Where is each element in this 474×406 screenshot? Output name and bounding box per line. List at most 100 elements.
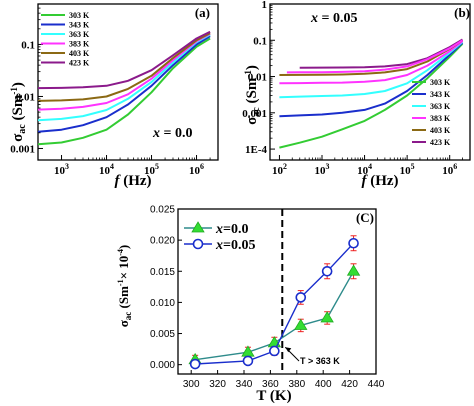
x-tick-label-exp: 3 [65, 162, 69, 171]
y-tick-label: 0.001 [10, 143, 35, 155]
legend-label: 303 K [430, 78, 451, 87]
series-line [299, 38, 464, 69]
x-tick-label-exp: 2 [283, 162, 287, 171]
x-tick-label: 102 [272, 162, 287, 177]
x-tick-label: 400 [315, 379, 332, 390]
x-tick-label: 320 [209, 379, 226, 390]
series-line [195, 242, 355, 365]
panel-c: σac (Sm-1× 10-4) 300 320 340 360 380 400 420 44… [116, 205, 385, 405]
legend-label: 383 K [69, 40, 90, 49]
x-tick-label: 105 [400, 162, 415, 177]
panel-a-label: (a) [195, 5, 210, 20]
legend-label: 303 K [69, 11, 90, 20]
legend-label: x=0.0 [215, 222, 248, 237]
legend-label-val: =0.05 [223, 238, 255, 253]
series-line [195, 270, 355, 361]
x-tick-label-exp: 4 [110, 162, 114, 171]
x-tick-label: 104 [357, 162, 372, 177]
y-tick-label: 0.1 [21, 39, 35, 51]
series-line [286, 39, 464, 74]
x-tick-label-base: 10 [189, 165, 201, 177]
series-line [37, 32, 211, 111]
series-line [37, 32, 211, 102]
series-line [279, 39, 464, 76]
series-line [37, 33, 211, 122]
y-tick-label: 1E-4 [245, 144, 268, 156]
legend-label: 363 K [430, 102, 451, 111]
x-tick-label: 105 [144, 162, 159, 177]
x-tick-label: 440 [368, 379, 385, 390]
marker-circle [348, 237, 359, 249]
panel-c-label: (C) [356, 210, 374, 225]
x-tick-label: 360 [262, 379, 279, 390]
legend-label-var: x [215, 238, 223, 253]
marker-circle [269, 345, 280, 357]
legend-label: 343 K [69, 21, 90, 30]
x-tick-label-exp: 5 [411, 162, 415, 171]
legend-label: 403 K [69, 49, 90, 58]
y-tick-label: 0.015 [150, 267, 175, 278]
series-line [279, 41, 464, 99]
y-tick-label: 1 [262, 0, 268, 11]
legend-label: 363 K [69, 30, 90, 39]
panel-a-annotation: x = 0.0 [152, 126, 192, 141]
panel-b-annotation: x = 0.05 [310, 11, 357, 26]
legend-marker-circle [192, 238, 204, 250]
marker-triangle [294, 318, 308, 330]
x-tick-label-base: 10 [54, 165, 66, 177]
legend-label: 423 K [69, 59, 90, 68]
x-tick-label: 340 [236, 379, 253, 390]
x-tick-label: 300 [183, 379, 200, 390]
panel-b-label: (b) [454, 5, 470, 20]
legend-label-var: x [215, 222, 223, 237]
x-tick-label-exp: 5 [155, 162, 159, 171]
y-tick-label: 0.020 [150, 236, 175, 247]
x-tick-label-exp: 6 [200, 162, 204, 171]
x-tick-label-base: 10 [442, 165, 454, 177]
panel-c-ylabel: σac (Sm-1× 10-4) [116, 245, 133, 328]
x-tick-label-exp: 4 [368, 162, 372, 171]
x-tick-label: 104 [99, 162, 114, 177]
y-tick-label: 0.005 [150, 329, 175, 340]
x-tick-label-base: 10 [400, 165, 412, 177]
marker-triangle [320, 311, 334, 323]
y-tick-label: 0.001 [242, 108, 267, 120]
x-tick-label: 103 [54, 162, 69, 177]
y-tick-label: 0.01 [16, 91, 35, 103]
annotation-arrow-head [285, 347, 292, 353]
legend-label-val: =0.0 [223, 222, 248, 237]
marker-circle [321, 265, 333, 277]
y-tick-label: 0.000 [150, 360, 175, 371]
y-tick-label: 0.1 [253, 35, 267, 47]
panel-c-legend: x=0.0x=0.05 [184, 221, 255, 253]
legend-marker-triangle [191, 221, 205, 233]
y-tick-label: 0.010 [150, 298, 175, 309]
plot-frame [177, 208, 377, 375]
legend-label: 343 K [430, 90, 451, 99]
y-tick-label: 0.01 [248, 72, 267, 84]
x-tick-label: 106 [189, 162, 204, 177]
panel-c-annotation: T > 363 K [300, 356, 340, 366]
panel-b: σac (Sm-1) 102 103 104 105 1061E-40.0010.010… [242, 0, 471, 189]
panel-c-xlabel: T (K) [256, 388, 291, 404]
panel-b-legend: 303 K 343 K 363 K 383 K 403 K 423 K [412, 78, 451, 147]
marker-circle [295, 292, 307, 303]
x-tick-label-exp: 6 [453, 162, 457, 171]
series-line [37, 30, 211, 90]
series-line [279, 43, 464, 149]
panel-a-xlabel: f (Hz) [114, 173, 151, 189]
series-line [279, 40, 464, 85]
x-tick-label-base: 10 [144, 165, 156, 177]
x-tick-label-base: 10 [99, 165, 111, 177]
x-tick-label-base: 10 [315, 165, 327, 177]
series-line [279, 42, 464, 118]
y-tick-label: 0.025 [150, 205, 175, 216]
series-line [37, 35, 211, 133]
x-tick-label-base: 10 [357, 165, 369, 177]
x-tick-label: 420 [341, 379, 358, 390]
legend-label: 403 K [430, 126, 451, 135]
x-tick-label-exp: 3 [326, 162, 330, 171]
x-tick-label: 106 [442, 162, 457, 177]
